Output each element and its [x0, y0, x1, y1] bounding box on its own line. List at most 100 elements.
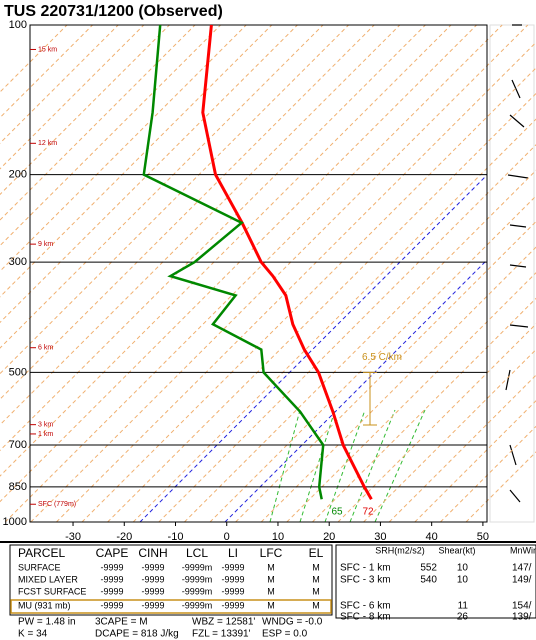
footer-cell: K = 34 — [18, 629, 48, 640]
isotherm — [132, 118, 536, 523]
kin-label: SFC - 3 km — [340, 575, 391, 586]
mixing-line — [269, 409, 301, 523]
isotherm — [0, 24, 452, 477]
isotherm — [286, 272, 536, 523]
y-tick-label: 850 — [9, 481, 27, 493]
table-header: EL — [309, 546, 324, 560]
mu-highlight — [10, 599, 332, 614]
parcel-box — [9, 544, 333, 616]
lapse-label: 6.5 C/km — [362, 352, 402, 363]
table-cell: -9999 — [141, 586, 164, 596]
table-cell: MIXED LAYER — [18, 574, 78, 584]
isotherm — [0, 24, 324, 349]
wind-panel — [489, 24, 535, 523]
table-cell: MU (931 mb) — [18, 600, 71, 610]
isotherm — [4, 24, 503, 523]
table-cell: FCST SURFACE — [18, 586, 86, 596]
table-cell: M — [312, 586, 320, 596]
y-tick-label: 200 — [9, 169, 27, 181]
lapse-bracket — [363, 371, 377, 426]
isotherm — [184, 169, 536, 523]
table-cell: -9999 — [221, 574, 244, 584]
y-tick-label: 500 — [9, 366, 27, 378]
table-cell: M — [312, 600, 320, 610]
isotherm — [81, 67, 536, 523]
table-cell: -9999 — [141, 600, 164, 610]
kin-header: SRH(m2/s2) — [375, 545, 425, 555]
table-cell: -9999m — [182, 600, 213, 610]
wet-adiabat — [139, 174, 488, 523]
table-cell: M — [267, 562, 275, 572]
kin-shear: 10 — [457, 563, 469, 574]
table-header: PARCEL — [18, 546, 65, 560]
table-cell: -9999m — [182, 586, 213, 596]
table-cell: SURFACE — [18, 562, 61, 572]
footer-cell: PW = 1.48 in — [18, 617, 76, 628]
table-cell: -9999m — [182, 562, 213, 572]
kin-shear: 10 — [457, 575, 469, 586]
table-header: CAPE — [96, 546, 129, 560]
isotherm — [209, 195, 536, 523]
kin-label: SFC - 6 km — [340, 601, 391, 612]
table-cell: -9999 — [100, 562, 123, 572]
kin-srh: 552 — [420, 563, 437, 574]
table-cell: -9999 — [221, 586, 244, 596]
y-tick-label: 1000 — [3, 516, 27, 528]
chart-title: TUS 220731/1200 (Observed) — [4, 3, 223, 20]
mixing-line — [349, 409, 396, 523]
kin-header: Shear(kt) — [438, 545, 475, 555]
kin-shear: 11 — [458, 601, 469, 612]
wet-adiabat — [224, 259, 488, 523]
table-cell: M — [267, 574, 275, 584]
kin-srh: 540 — [420, 575, 437, 586]
table-header: CINH — [138, 546, 167, 560]
footer-cell: 3CAPE = M — [95, 617, 148, 628]
x-tick-label: 10 — [272, 531, 284, 543]
table-cell: -9999 — [100, 586, 123, 596]
surface-temp: 72 — [362, 507, 374, 518]
footer-cell: DCAPE = 818 J/kg — [95, 629, 179, 640]
height-label: 12 km — [38, 140, 57, 147]
y-tick-label: 300 — [9, 256, 27, 268]
x-tick-label: 30 — [374, 531, 386, 543]
kinematics-box — [335, 544, 536, 619]
table-cell: -9999 — [100, 574, 123, 584]
kin-label: SFC - 8 km — [340, 612, 391, 623]
table-cell: M — [267, 600, 275, 610]
table-cell: M — [312, 574, 320, 584]
table-cell: M — [312, 562, 320, 572]
table-cell: M — [267, 586, 275, 596]
isotherm — [0, 24, 477, 503]
mixing-line — [324, 409, 366, 523]
isotherm — [107, 92, 536, 523]
isotherm — [0, 24, 298, 324]
table-header: LCL — [186, 546, 208, 560]
height-label: 15 km — [38, 46, 57, 53]
profile-line — [142, 24, 325, 500]
table-cell: -9999m — [182, 574, 213, 584]
table-cell: -9999 — [141, 562, 164, 572]
isotherm — [0, 24, 273, 298]
height-label: 3 km — [38, 422, 53, 429]
kin-shear: 26 — [457, 612, 469, 623]
x-tick-label: 50 — [477, 531, 489, 543]
table-cell: -9999 — [100, 600, 123, 610]
kin-label: SFC - 1 km — [340, 563, 391, 574]
isotherm — [158, 144, 536, 523]
y-tick-label: 100 — [9, 19, 27, 31]
x-tick-label: -10 — [168, 531, 184, 543]
x-tick-label: -30 — [65, 531, 81, 543]
kin-wind: 149/ — [512, 575, 532, 586]
x-tick-label: -20 — [116, 531, 132, 543]
table-header: LFC — [260, 546, 283, 560]
footer-cell: FZL = 13391' — [192, 629, 251, 640]
isotherm — [30, 24, 529, 523]
kin-wind: 147/ — [512, 563, 532, 574]
footer-cell: ESP = 0.0 — [262, 629, 308, 640]
height-label: 9 km — [38, 241, 53, 248]
isotherm — [260, 246, 536, 523]
kin-header: MnWin — [510, 545, 536, 555]
isotherm — [0, 24, 375, 400]
